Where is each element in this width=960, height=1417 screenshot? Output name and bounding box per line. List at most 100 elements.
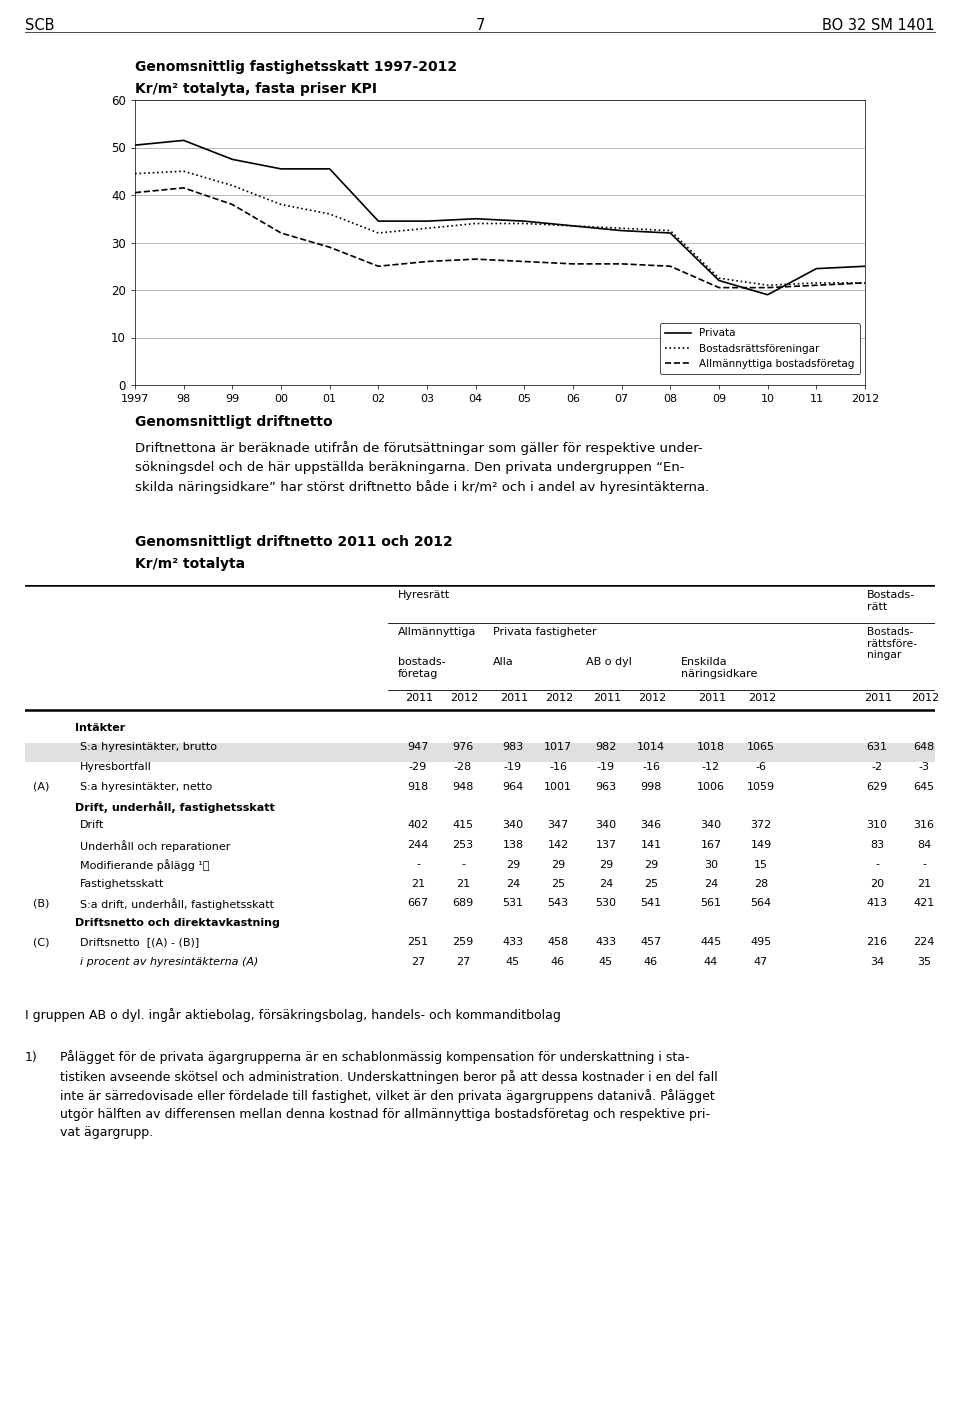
Text: 1014: 1014 xyxy=(636,743,665,752)
Text: -2: -2 xyxy=(872,762,882,772)
Text: Drift: Drift xyxy=(80,820,105,830)
Text: Genomsnittligt driftnetto 2011 och 2012: Genomsnittligt driftnetto 2011 och 2012 xyxy=(135,536,453,548)
Text: 2011: 2011 xyxy=(864,693,892,703)
Text: 1065: 1065 xyxy=(747,743,775,752)
Text: 149: 149 xyxy=(751,840,772,850)
Text: 948: 948 xyxy=(452,782,473,792)
Text: 2012: 2012 xyxy=(748,693,777,703)
Text: -: - xyxy=(875,860,879,870)
Text: 251: 251 xyxy=(407,938,428,948)
Text: Driftnettona är beräknade utifrån de förutsättningar som gäller för respektive u: Driftnettona är beräknade utifrån de för… xyxy=(135,441,703,455)
Text: 27: 27 xyxy=(411,956,425,966)
Text: S:a hyresintäkter, brutto: S:a hyresintäkter, brutto xyxy=(80,743,217,752)
Text: S:a drift, underhåll, fastighetsskatt: S:a drift, underhåll, fastighetsskatt xyxy=(80,898,274,910)
Text: skilda näringsidkare” har störst driftnetto både i kr/m² och i andel av hyresint: skilda näringsidkare” har störst driftne… xyxy=(135,480,709,495)
Text: 25: 25 xyxy=(644,879,658,888)
Bar xyxy=(25,743,935,762)
Text: Intäkter: Intäkter xyxy=(75,723,125,733)
Text: Kr/m² totalyta, fasta priser KPI: Kr/m² totalyta, fasta priser KPI xyxy=(135,82,377,96)
Text: AB o dyl: AB o dyl xyxy=(586,657,632,667)
Text: -12: -12 xyxy=(702,762,720,772)
Text: -19: -19 xyxy=(597,762,615,772)
Text: 29: 29 xyxy=(506,860,520,870)
Text: 1018: 1018 xyxy=(697,743,725,752)
Text: 340: 340 xyxy=(502,820,523,830)
Text: 46: 46 xyxy=(644,956,658,966)
Text: 224: 224 xyxy=(913,938,935,948)
Text: 415: 415 xyxy=(452,820,473,830)
Text: 458: 458 xyxy=(547,938,568,948)
Text: 421: 421 xyxy=(913,898,935,908)
Text: -16: -16 xyxy=(549,762,567,772)
Text: -6: -6 xyxy=(756,762,766,772)
Text: Genomsnittligt driftnetto: Genomsnittligt driftnetto xyxy=(135,415,332,429)
Text: 216: 216 xyxy=(867,938,888,948)
Text: 402: 402 xyxy=(407,820,428,830)
Text: Modifierande pålägg ¹⧠: Modifierande pålägg ¹⧠ xyxy=(80,860,209,871)
Text: 1): 1) xyxy=(25,1050,37,1064)
Text: 244: 244 xyxy=(407,840,429,850)
Text: Fastighetsskatt: Fastighetsskatt xyxy=(80,879,164,888)
Text: 2011: 2011 xyxy=(405,693,433,703)
Text: sökningsdel och de här uppställda beräkningarna. Den privata undergruppen “En-: sökningsdel och de här uppställda beräkn… xyxy=(135,461,684,473)
Text: 84: 84 xyxy=(917,840,931,850)
Text: 340: 340 xyxy=(701,820,722,830)
Text: -: - xyxy=(922,860,926,870)
Text: -: - xyxy=(416,860,420,870)
Text: Kr/m² totalyta: Kr/m² totalyta xyxy=(135,557,245,571)
Text: 1006: 1006 xyxy=(697,782,725,792)
Text: 983: 983 xyxy=(502,743,523,752)
Text: 2011: 2011 xyxy=(698,693,726,703)
Text: -19: -19 xyxy=(504,762,522,772)
Text: 25: 25 xyxy=(551,879,565,888)
Text: 645: 645 xyxy=(913,782,935,792)
Text: 982: 982 xyxy=(595,743,616,752)
Text: 27: 27 xyxy=(456,956,470,966)
Text: 2012: 2012 xyxy=(450,693,478,703)
Text: -16: -16 xyxy=(642,762,660,772)
Text: Drift, underhåll, fastighetsskatt: Drift, underhåll, fastighetsskatt xyxy=(75,801,275,813)
Text: 495: 495 xyxy=(751,938,772,948)
Text: 629: 629 xyxy=(866,782,888,792)
Text: 340: 340 xyxy=(595,820,616,830)
Text: 346: 346 xyxy=(640,820,661,830)
Text: 35: 35 xyxy=(917,956,931,966)
Text: 1001: 1001 xyxy=(544,782,572,792)
Text: -: - xyxy=(461,860,465,870)
Text: Enskilda
näringsidkare: Enskilda näringsidkare xyxy=(681,657,757,679)
Text: (B): (B) xyxy=(33,898,49,908)
Text: 667: 667 xyxy=(407,898,428,908)
Legend: Privata, Bostadsrättsföreningar, Allmännyttiga bostadsföretag: Privata, Bostadsrättsföreningar, Allmänn… xyxy=(660,323,860,374)
Text: 167: 167 xyxy=(701,840,722,850)
Text: 253: 253 xyxy=(452,840,473,850)
Text: 2012: 2012 xyxy=(638,693,666,703)
Text: -3: -3 xyxy=(919,762,929,772)
Text: 1017: 1017 xyxy=(544,743,572,752)
Text: 141: 141 xyxy=(640,840,661,850)
Text: 433: 433 xyxy=(595,938,616,948)
Text: 372: 372 xyxy=(751,820,772,830)
Text: 29: 29 xyxy=(644,860,659,870)
Text: 1059: 1059 xyxy=(747,782,775,792)
Text: Genomsnittlig fastighetsskatt 1997-2012: Genomsnittlig fastighetsskatt 1997-2012 xyxy=(135,60,457,74)
Text: bostads-
företag: bostads- företag xyxy=(398,657,445,679)
Text: -28: -28 xyxy=(454,762,472,772)
Text: 564: 564 xyxy=(751,898,772,908)
Text: 15: 15 xyxy=(754,860,768,870)
Text: i procent av hyresintäkterna (A): i procent av hyresintäkterna (A) xyxy=(80,956,258,966)
Text: Driftsnetto och direktavkastning: Driftsnetto och direktavkastning xyxy=(75,918,280,928)
Text: (C): (C) xyxy=(33,938,50,948)
Text: 21: 21 xyxy=(917,879,931,888)
Text: Bostads-
rättsföre-
ningar: Bostads- rättsföre- ningar xyxy=(867,626,917,660)
Text: Hyresbortfall: Hyresbortfall xyxy=(80,762,152,772)
Text: 310: 310 xyxy=(867,820,887,830)
Text: 20: 20 xyxy=(870,879,884,888)
Text: 47: 47 xyxy=(754,956,768,966)
Text: Allmännyttiga: Allmännyttiga xyxy=(398,626,476,638)
Text: 413: 413 xyxy=(867,898,888,908)
Text: 24: 24 xyxy=(704,879,718,888)
Text: 24: 24 xyxy=(599,879,613,888)
Text: 543: 543 xyxy=(547,898,568,908)
Text: (A): (A) xyxy=(33,782,49,792)
Text: 83: 83 xyxy=(870,840,884,850)
